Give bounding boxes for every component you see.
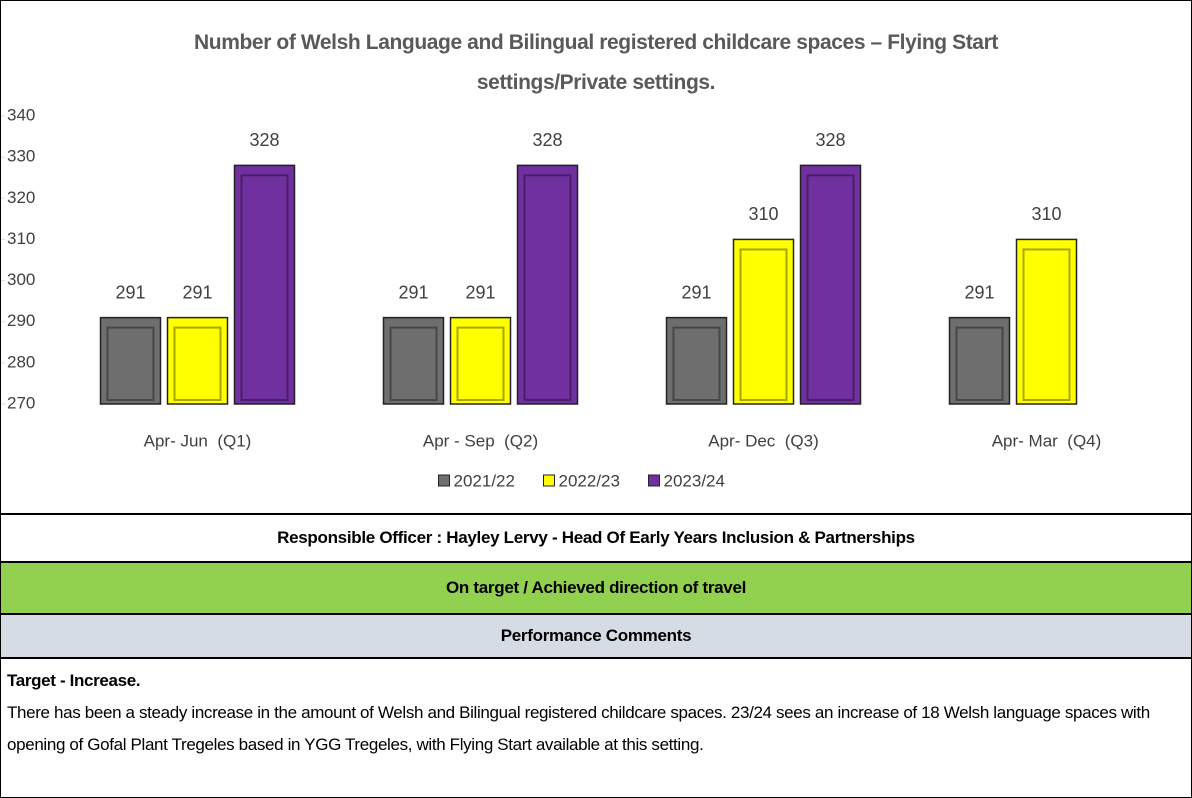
chart-title: Number of Welsh Language and Bilingual r… [194,31,998,94]
x-tick-label: Apr - Sep (Q2) [423,431,538,450]
bar-bevel [106,326,155,402]
target: Target - Increase. [7,671,141,690]
legend-swatch [648,474,660,487]
value-label: 291 [398,282,428,302]
bar [665,316,728,405]
comments-header: Performance Comments [1,613,1191,659]
y-tick-label: 270 [7,393,35,412]
legend-label: 2022/23 [559,471,620,490]
bar-bevel [240,174,289,401]
comments: Target - Increase. There has been a stea… [7,665,1187,761]
y-tick-label: 290 [7,311,35,330]
x-tick-label: Apr- Mar (Q4) [992,431,1102,450]
value-label: 328 [532,130,562,150]
bar-bevel [523,174,572,401]
x-tick-label: Apr- Dec (Q3) [708,431,819,450]
bar [233,164,296,405]
bar [948,316,1011,405]
y-tick-label: 340 [7,105,35,124]
legend-label: 2021/22 [454,471,515,490]
status-row: On target / Achieved direction of travel [1,561,1191,613]
bar [449,316,512,405]
bar [1015,238,1078,405]
bar [382,316,445,405]
y-tick-label: 310 [7,229,35,248]
value-label: 328 [249,130,279,150]
bar-bevel [456,326,505,402]
value-label: 291 [182,282,212,302]
bar-bevel [1022,248,1071,401]
bar [516,164,579,405]
chart: 270 280 290 300 310 320 330 340 Apr- Jun (Q1) 291… [1,105,1102,490]
bar [732,238,795,405]
value-label: 310 [748,204,778,224]
value-label: 291 [465,282,495,302]
bar-bevel [955,326,1004,402]
value-label: 291 [964,282,994,302]
officer-row: Responsible Officer : Hayley Lervy - Hea… [1,513,1191,561]
value-label: 291 [681,282,711,302]
bar-bevel [739,248,788,401]
bar-bevel [389,326,438,402]
bar-bevel [173,326,222,402]
comment-text: There has been a steady increase in the … [7,703,1150,754]
value-label: 328 [815,130,845,150]
legend-label: 2023/24 [664,471,725,490]
y-tick-label: 280 [7,352,35,371]
bar-bevel [672,326,721,402]
y-tick-label: 300 [7,270,35,289]
value-label: 291 [115,282,145,302]
value-label: 310 [1031,204,1061,224]
bar [166,316,229,405]
y-tick-label: 330 [7,147,35,166]
bar [99,316,162,405]
bar [799,164,862,405]
x-tick-label: Apr- Jun (Q1) [144,431,252,450]
bar-bevel [806,174,855,401]
legend-swatch [438,474,450,487]
legend-swatch [543,474,555,487]
y-tick-label: 320 [7,188,35,207]
